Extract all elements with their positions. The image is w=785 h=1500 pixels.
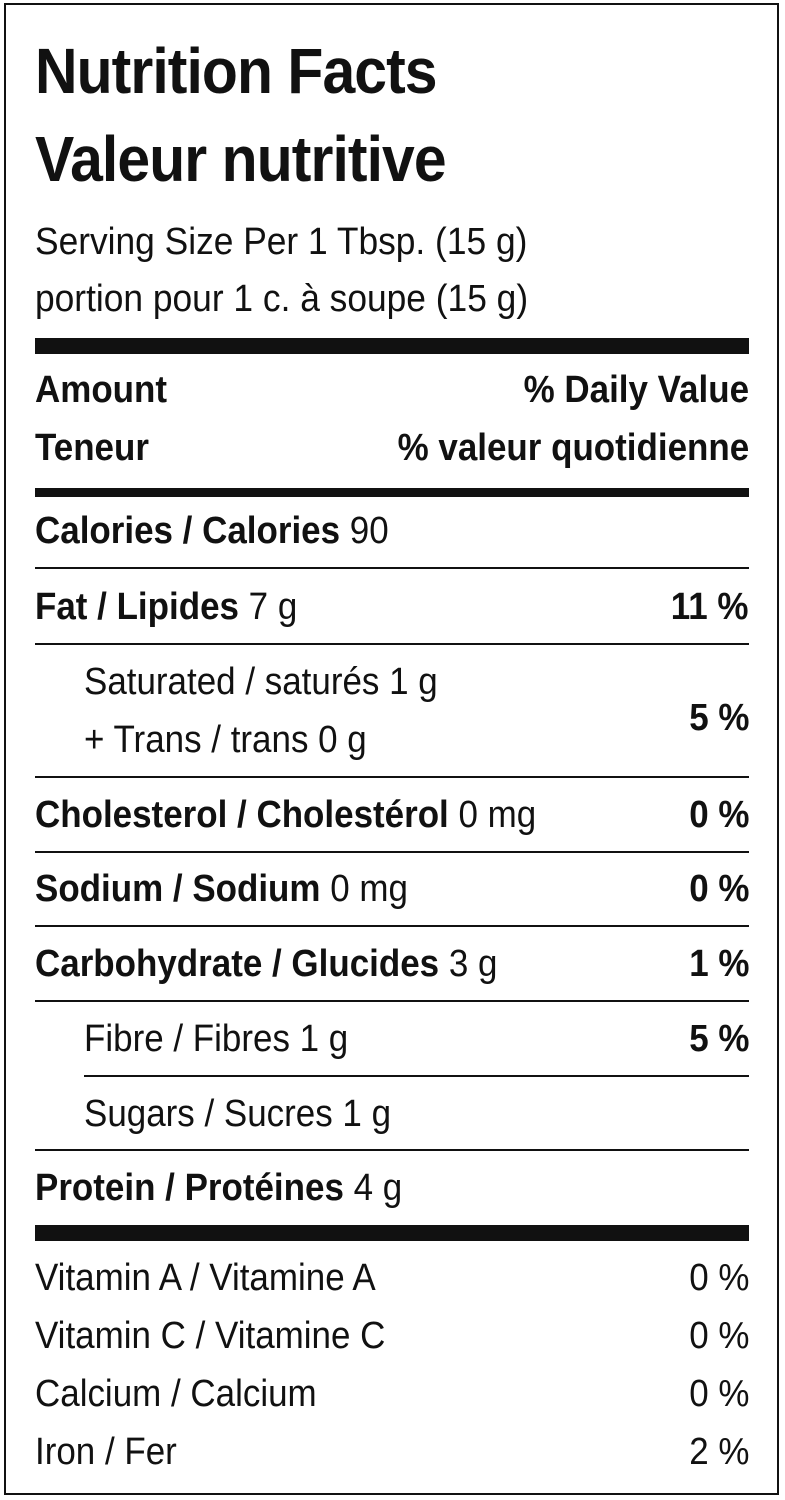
iron-label: Iron / Fer [35,1431,177,1473]
cholesterol-amount: 0 mg [458,794,537,836]
sodium-amount: 0 mg [330,868,408,910]
calcium-label: Calcium / Calcium [35,1373,317,1415]
protein-amount: 4 g [353,1167,403,1209]
vitamin-c-daily-value: 0 % [688,1315,749,1357]
teneur-heading: Teneur [35,427,149,469]
vitamin-c-label: Vitamin C / Vitamine C [35,1315,386,1357]
serving-size-french: portion pour 1 c. à soupe (15 g) [35,278,529,320]
trans-label: + Trans / trans [84,719,309,761]
amount-heading: Amount [35,369,168,411]
saturated-amount: 1 g [389,661,438,703]
saturated-trans-daily-value: 5 % [688,697,749,739]
calories-label: Calories / Calories [35,510,341,552]
fat-label: Fat / Lipides [35,586,239,628]
divider [35,925,749,927]
divider [35,1149,749,1151]
divider [35,567,749,569]
protein-label: Protein / Protéines [35,1167,344,1209]
carbohydrate-daily-value: 1 % [688,943,749,985]
sugars-label: Sugars / Sucres [84,1093,333,1135]
divider [35,851,749,853]
divider [84,1075,749,1077]
fibre-amount: 1 g [299,1018,349,1060]
serving-size-english: Serving Size Per 1 Tbsp. (15 g) [35,221,528,263]
thick-divider-top [35,338,749,354]
daily-value-heading: % Daily Value [523,369,749,411]
divider [35,643,749,645]
sugars-amount: 1 g [342,1093,392,1135]
carbohydrate-label: Carbohydrate / Glucides [35,943,440,985]
cholesterol-label: Cholesterol / Cholestérol [35,794,449,836]
medium-divider [35,488,749,497]
divider [35,776,749,778]
saturated-label: Saturated / saturés [84,661,380,703]
title-french: Valeur nutritive [35,123,447,195]
fibre-daily-value: 5 % [688,1018,749,1060]
fat-daily-value: 11 % [671,586,749,628]
calcium-daily-value: 0 % [688,1373,749,1415]
vitamin-a-label: Vitamin A / Vitamine A [35,1257,376,1299]
fibre-label: Fibre / Fibres [84,1018,290,1060]
sodium-daily-value: 0 % [688,868,749,910]
iron-daily-value: 2 % [688,1431,749,1473]
vitamin-a-daily-value: 0 % [688,1257,749,1299]
fat-amount: 7 g [248,586,298,628]
valeur-quotidienne-heading: % valeur quotidienne [397,427,749,469]
trans-amount: 0 g [318,719,367,761]
nutrition-facts-label: Nutrition Facts Valeur nutritive Serving… [4,3,779,1495]
cholesterol-daily-value: 0 % [688,794,749,836]
title-english: Nutrition Facts [35,35,438,107]
calories-value: 90 [349,510,389,552]
sodium-label: Sodium / Sodium [35,868,321,910]
carbohydrate-amount: 3 g [448,943,498,985]
thick-divider-bottom [35,1225,749,1241]
divider [35,1000,749,1002]
